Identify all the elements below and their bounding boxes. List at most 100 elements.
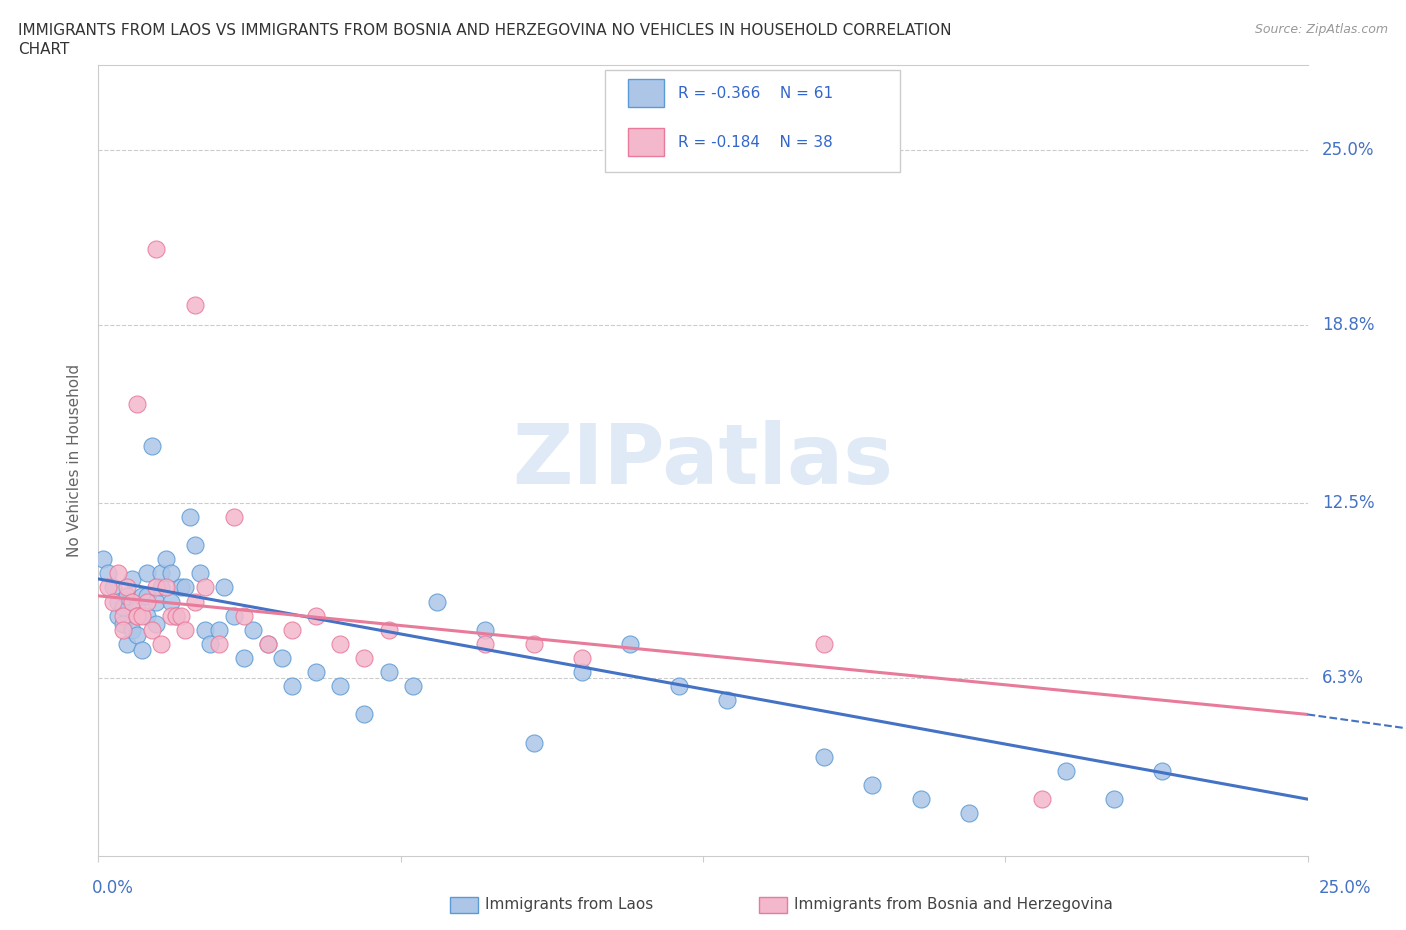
Point [1031,791,1053,806]
Point [135,565,157,580]
Point [910,791,932,806]
Point [121,594,143,609]
Point [165,608,187,623]
Point [377,622,399,637]
Point [813,750,835,764]
Point [160,594,183,609]
Point [127,628,149,643]
Point [121,622,143,637]
Point [145,617,167,631]
Point [377,665,399,680]
Point [91,551,114,566]
Point [145,241,167,256]
Point [474,622,496,637]
Point [184,538,207,552]
Point [131,608,153,623]
Point [194,580,217,595]
Text: R = -0.184    N = 38: R = -0.184 N = 38 [678,135,832,150]
Point [121,571,143,587]
Text: IMMIGRANTS FROM LAOS VS IMMIGRANTS FROM BOSNIA AND HERZEGOVINA NO VEHICLES IN HO: IMMIGRANTS FROM LAOS VS IMMIGRANTS FROM … [18,23,952,38]
Point [256,636,278,651]
Point [198,636,221,651]
Point [107,565,129,580]
Point [329,636,352,651]
Point [281,622,304,637]
Point [571,651,593,666]
Point [141,622,163,637]
Point [155,580,177,595]
Point [402,679,425,694]
Text: R = -0.366    N = 61: R = -0.366 N = 61 [678,86,832,100]
Point [97,580,120,595]
Point [145,580,167,595]
Point [174,622,197,637]
Point [150,565,173,580]
Point [117,636,139,651]
Point [222,510,245,525]
Point [281,679,304,694]
Text: 25.0%: 25.0% [1322,140,1375,159]
Point [127,608,149,623]
Point [127,396,149,411]
Point [860,777,883,792]
Point [1102,791,1125,806]
Point [97,565,120,580]
Point [194,622,217,637]
Point [256,636,278,651]
Point [155,551,177,566]
Point [232,608,254,623]
Point [571,665,593,680]
Point [117,589,139,604]
Point [127,608,149,623]
Text: 18.8%: 18.8% [1322,316,1375,334]
Point [619,636,641,651]
Point [111,608,134,623]
Point [135,608,157,623]
Point [329,679,352,694]
Text: Immigrants from Bosnia and Herzegovina: Immigrants from Bosnia and Herzegovina [794,897,1114,912]
Point [222,608,245,623]
Point [174,580,197,595]
Point [212,580,235,595]
Text: 0.0%: 0.0% [91,879,134,897]
Point [474,636,496,651]
Point [141,439,163,454]
Point [150,636,173,651]
Point [305,665,328,680]
Point [107,608,129,623]
Point [179,510,201,525]
Text: ZIPatlas: ZIPatlas [513,419,893,501]
Point [188,565,211,580]
Point [716,693,738,708]
Point [353,651,375,666]
Point [232,651,254,666]
Point [208,622,231,637]
Point [145,594,167,609]
Point [353,707,375,722]
Text: 25.0%: 25.0% [1319,879,1371,897]
Point [208,636,231,651]
Point [160,565,183,580]
Point [111,600,134,615]
Point [131,642,153,657]
Point [101,594,124,609]
Text: 6.3%: 6.3% [1322,669,1364,686]
Point [523,736,546,751]
Text: CHART: CHART [18,42,70,57]
Point [150,580,173,595]
Point [117,580,139,595]
Point [305,608,328,623]
Point [957,805,980,820]
Text: Immigrants from Laos: Immigrants from Laos [485,897,654,912]
Point [426,594,449,609]
Point [111,622,134,637]
Point [169,608,191,623]
Point [135,594,157,609]
Point [1054,764,1077,778]
Point [271,651,294,666]
Point [165,608,187,623]
Point [1152,764,1174,778]
Point [107,594,129,609]
Point [184,298,207,312]
Point [101,580,124,595]
